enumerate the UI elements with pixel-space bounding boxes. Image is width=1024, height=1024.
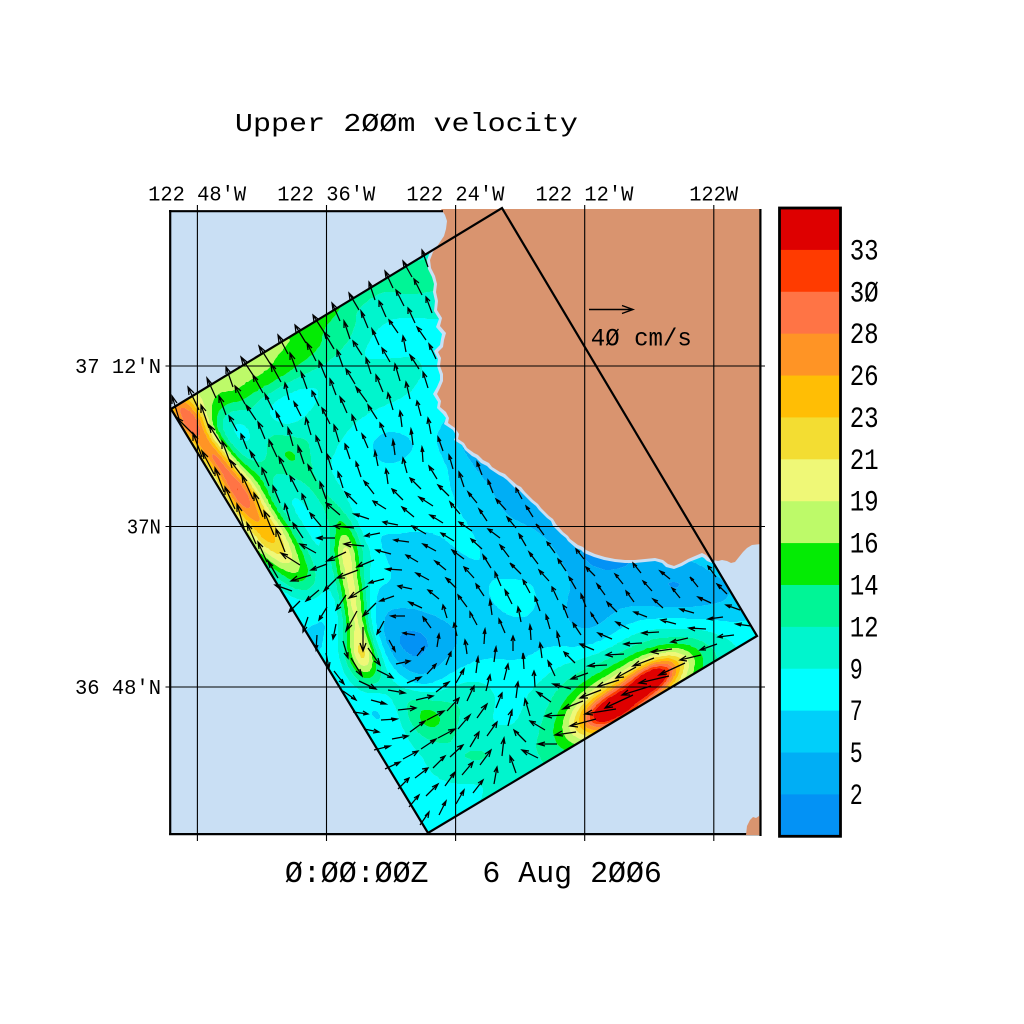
svg-text:37 12'N: 37 12'N [75, 357, 161, 380]
svg-text:Ø:ØØ:ØØZ 6 Aug 2ØØ6: Ø:ØØ:ØØZ 6 Aug 2ØØ6 [285, 857, 662, 892]
svg-text:19: 19 [850, 487, 879, 521]
svg-text:9: 9 [850, 654, 863, 688]
svg-text:14: 14 [850, 570, 879, 604]
svg-text:16: 16 [850, 529, 879, 563]
svg-text:2: 2 [850, 780, 863, 814]
svg-text:21: 21 [850, 445, 879, 479]
svg-text:3Ø: 3Ø [850, 277, 879, 311]
svg-text:122 12'W: 122 12'W [535, 185, 633, 208]
svg-text:37N: 37N [127, 518, 161, 541]
svg-text:122W: 122W [689, 185, 738, 208]
svg-text:12: 12 [850, 612, 879, 646]
svg-text:7: 7 [850, 696, 863, 730]
svg-text:122 24'W: 122 24'W [406, 185, 504, 208]
svg-text:33: 33 [850, 235, 879, 269]
svg-text:28: 28 [850, 319, 879, 353]
svg-text:26: 26 [850, 361, 879, 395]
svg-text:4Ø cm/s: 4Ø cm/s [591, 324, 692, 353]
svg-text:Upper 2ØØm velocity: Upper 2ØØm velocity [235, 109, 578, 139]
svg-text:5: 5 [850, 738, 863, 772]
svg-text:23: 23 [850, 403, 879, 437]
svg-text:36 48'N: 36 48'N [75, 678, 161, 701]
svg-text:122 36'W: 122 36'W [277, 185, 375, 208]
svg-text:122 48'W: 122 48'W [148, 185, 246, 208]
